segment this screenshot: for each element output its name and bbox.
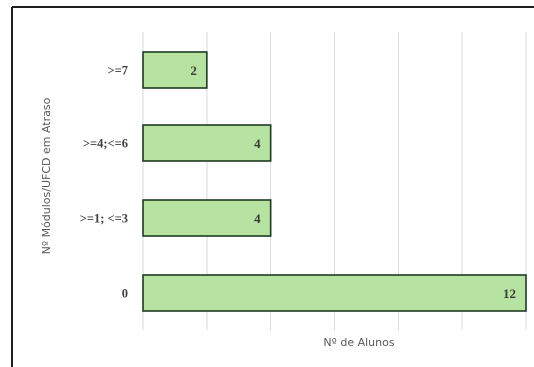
bar-0 (142, 51, 208, 89)
bar-1 (142, 124, 272, 162)
category-labels: >=7 >=4;<=6 >=1; <=3 0 (80, 64, 128, 301)
data-label-1: 4 (254, 136, 261, 151)
bars (142, 51, 527, 312)
category-label-0: >=7 (108, 64, 129, 78)
y-axis-title: Nº Módulos/UFCD em Atraso (40, 97, 53, 254)
category-label-1: >=4;<=6 (83, 137, 128, 151)
data-label-3: 12 (503, 286, 516, 301)
data-label-2: 4 (254, 211, 261, 226)
x-axis-title: Nº de Alunos (323, 336, 394, 349)
chart-border (11, 6, 534, 367)
category-label-2: >=1; <=3 (80, 212, 128, 226)
bar-2 (142, 199, 272, 237)
category-label-3: 0 (122, 287, 128, 301)
bar-3 (142, 274, 527, 312)
data-labels: 2 4 4 12 (190, 63, 516, 301)
data-label-0: 2 (190, 63, 197, 78)
